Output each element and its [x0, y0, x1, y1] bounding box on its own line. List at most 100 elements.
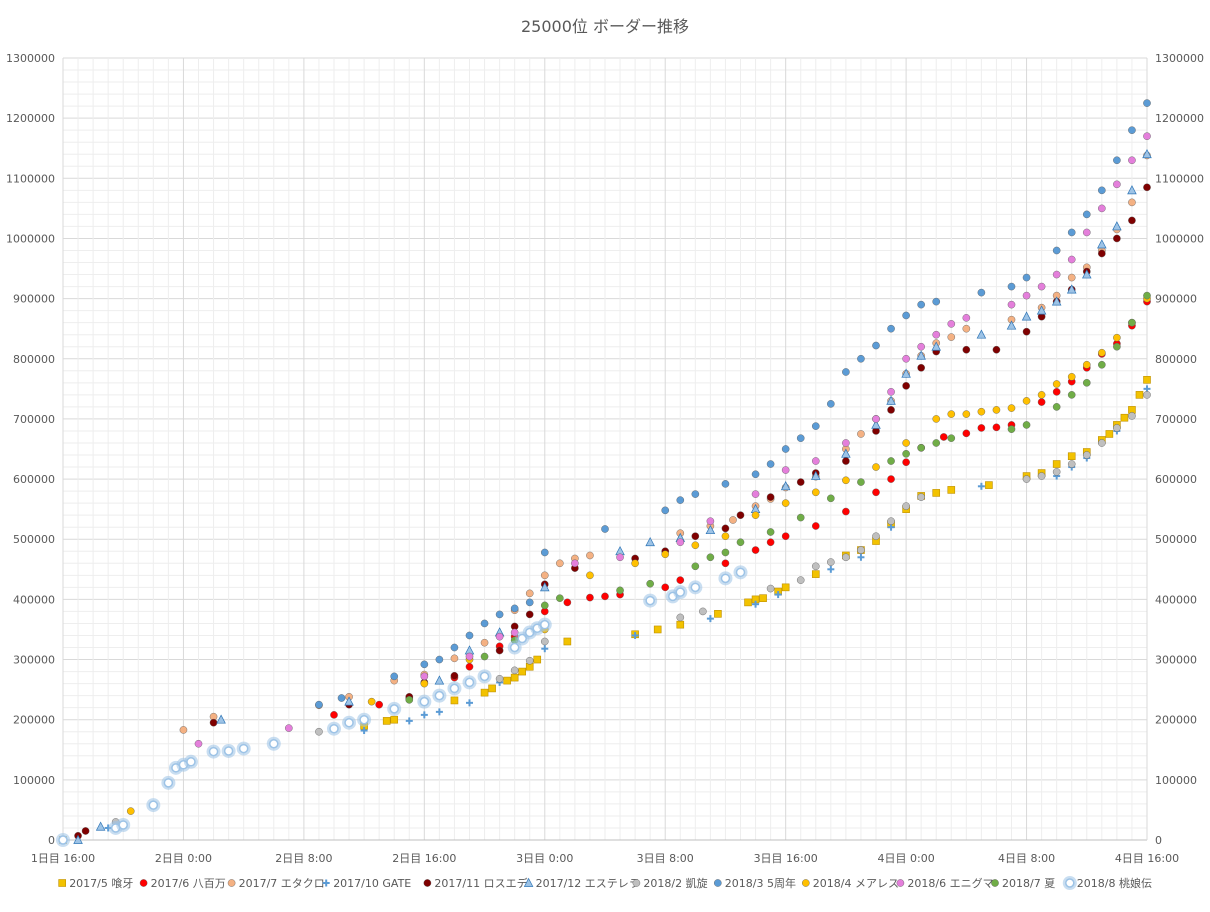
data-point — [992, 345, 1001, 354]
data-point — [1128, 198, 1136, 207]
data-point — [721, 532, 730, 541]
x-tick-label: 4日目 0:00 — [878, 852, 935, 865]
data-point — [450, 696, 459, 705]
data-point — [1066, 284, 1077, 294]
series-layer — [56, 99, 1152, 847]
data-point — [480, 688, 489, 697]
y-tick-label-right: 1000000 — [1155, 232, 1204, 245]
legend-marker — [714, 879, 722, 887]
data-point — [902, 502, 910, 510]
data-point — [330, 711, 338, 719]
y-tick-label-left: 1300000 — [6, 52, 55, 65]
data-point — [985, 481, 993, 489]
data-point — [537, 617, 552, 632]
data-point — [1113, 156, 1121, 165]
data-point — [810, 470, 821, 480]
data-point — [643, 593, 658, 608]
data-point — [705, 524, 716, 535]
data-point — [841, 448, 851, 458]
data-point — [495, 674, 504, 683]
data-point — [645, 536, 655, 547]
data-point — [691, 490, 700, 498]
data-point — [902, 458, 910, 467]
data-point — [962, 429, 971, 438]
data-point — [766, 493, 775, 501]
data-point — [540, 571, 549, 580]
data-point — [842, 439, 850, 447]
data-point — [179, 726, 188, 734]
data-point — [1022, 421, 1031, 429]
data-point — [781, 532, 790, 541]
data-point — [541, 645, 549, 653]
data-point — [266, 736, 281, 751]
data-point — [1082, 228, 1091, 237]
data-point — [916, 350, 926, 360]
data-point — [962, 410, 971, 418]
data-point — [360, 727, 368, 735]
data-point — [842, 476, 850, 485]
data-point — [1006, 320, 1017, 330]
data-point — [932, 297, 941, 306]
legend-marker — [423, 879, 432, 887]
axes: 0 0 100000 100000 200000 200000 300000 300000 40… — [6, 52, 1204, 865]
legend-item: 2018/3 5周年 — [714, 876, 796, 890]
data-point — [563, 598, 572, 607]
data-point — [1143, 376, 1151, 384]
data-point — [796, 576, 805, 584]
data-point — [887, 457, 895, 465]
x-tick-label: 2日目 0:00 — [155, 852, 212, 865]
data-point — [420, 672, 429, 681]
x-tick-label: 2日目 8:00 — [275, 852, 332, 865]
data-point — [1098, 204, 1106, 213]
data-point — [962, 324, 971, 333]
legend-label: 2018/7 夏 — [1002, 877, 1055, 890]
legend-label: 2017/12 エステレラ — [536, 877, 640, 890]
data-point — [540, 548, 549, 557]
data-point — [631, 559, 639, 568]
data-point — [465, 652, 474, 661]
data-point — [1082, 379, 1091, 387]
data-point — [216, 714, 226, 724]
data-point — [886, 395, 896, 405]
legend-label: 2017/11 ロスエデ — [434, 876, 527, 890]
data-point — [766, 538, 775, 547]
data-point — [503, 676, 511, 685]
data-point — [917, 363, 925, 372]
data-point — [766, 460, 775, 468]
data-point — [56, 833, 70, 847]
data-point — [1112, 221, 1122, 231]
legend-marker — [802, 879, 810, 887]
data-point — [540, 601, 549, 610]
data-point — [435, 708, 443, 716]
data-point — [209, 718, 218, 727]
data-point — [751, 490, 760, 498]
data-point — [1120, 413, 1129, 422]
data-point — [917, 342, 925, 351]
data-point — [917, 493, 925, 501]
legend-item: 2017/5 喰牙 — [58, 876, 133, 890]
x-tick-label: 3日目 16:00 — [754, 852, 818, 865]
x-tick-label: 3日目 8:00 — [637, 852, 694, 865]
data-point — [766, 584, 775, 593]
data-point — [1036, 305, 1047, 315]
data-point — [571, 559, 579, 568]
data-point — [1007, 282, 1016, 291]
data-point — [1098, 348, 1106, 357]
y-tick-label-right: 200000 — [1155, 714, 1197, 727]
data-point — [857, 430, 865, 438]
series-10 — [59, 291, 1151, 844]
data-point — [432, 688, 447, 703]
data-point — [857, 553, 865, 561]
data-point — [691, 532, 700, 541]
data-point — [462, 675, 477, 690]
data-point — [796, 513, 805, 522]
legend-marker — [139, 879, 148, 887]
x-tick-label: 2日目 16:00 — [392, 852, 456, 865]
legend-label: 2018/6 エニグマ — [907, 876, 993, 890]
legend-item: 2017/11 ロスエデ — [423, 876, 528, 890]
data-point — [759, 594, 767, 602]
data-point — [1022, 397, 1031, 405]
data-point — [450, 654, 459, 663]
legend-marker — [322, 879, 330, 887]
